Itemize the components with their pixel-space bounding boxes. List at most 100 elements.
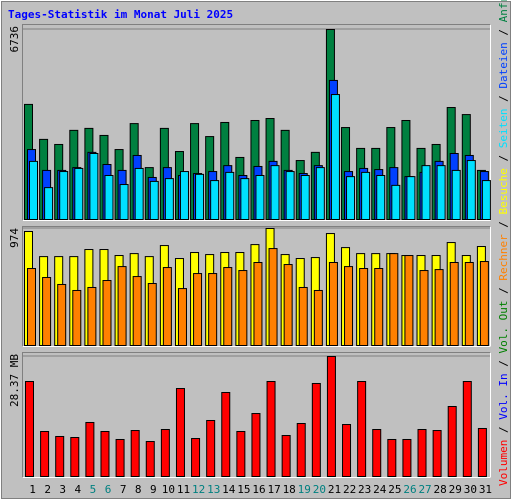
legend-separator: /: [497, 89, 510, 109]
bar: [361, 171, 371, 221]
bar: [117, 266, 127, 346]
bar: [29, 160, 38, 221]
bar: [74, 167, 84, 221]
y-tick-label: 28.37 MB: [8, 354, 21, 407]
bar: [25, 380, 34, 477]
chart-title: Tages-Statistik im Monat Juli 2025: [8, 8, 233, 21]
bar: [147, 283, 157, 346]
bar: [270, 165, 280, 220]
bar: [434, 269, 444, 346]
bar: [208, 273, 218, 346]
bar: [210, 180, 220, 221]
bar: [342, 424, 352, 477]
bar: [466, 160, 476, 220]
bar: [160, 429, 170, 477]
bar: [419, 270, 429, 346]
bar: [298, 286, 308, 347]
bar: [238, 270, 248, 346]
bar: [464, 261, 474, 347]
x-tick-label: 7: [120, 483, 127, 496]
bar: [346, 176, 356, 220]
x-tick-label: 27: [418, 483, 431, 496]
bar: [55, 435, 65, 477]
x-tick-label: 10: [162, 483, 175, 496]
bar: [376, 174, 386, 220]
bar: [315, 167, 325, 220]
x-tick-label: 29: [449, 483, 462, 496]
x-tick-label: 30: [464, 483, 477, 496]
bar: [44, 187, 54, 220]
x-tick-label: 22: [343, 483, 356, 496]
bar: [179, 171, 189, 220]
legend-separator: /: [497, 148, 510, 168]
bar: [87, 286, 97, 347]
bar: [149, 180, 159, 220]
x-tick-label: 21: [328, 483, 341, 496]
x-tick-label: 5: [90, 483, 97, 496]
bar: [70, 437, 80, 478]
y-tick-label: 974: [8, 228, 21, 248]
bar: [266, 380, 276, 477]
bar: [417, 429, 427, 477]
x-tick-label: 19: [298, 483, 311, 496]
x-tick-label: 2: [44, 483, 51, 496]
bar: [313, 289, 323, 347]
bar: [100, 430, 110, 478]
legend-separator: /: [497, 354, 510, 374]
x-tick-label: 23: [358, 483, 371, 496]
bar: [251, 413, 261, 477]
x-tick-label: 11: [177, 483, 190, 496]
bar: [221, 391, 231, 477]
bar: [89, 152, 99, 220]
bar: [115, 438, 125, 477]
bar: [119, 184, 129, 221]
bar: [285, 171, 295, 220]
bar: [357, 380, 367, 477]
x-tick-label: 17: [267, 483, 280, 496]
legend-entry: Besuche: [497, 168, 510, 214]
x-tick-label: 9: [150, 483, 157, 496]
legend-separator: /: [497, 214, 510, 234]
bar: [40, 430, 50, 478]
x-tick-label: 20: [313, 483, 326, 496]
x-tick-label: 13: [207, 483, 220, 496]
bar: [391, 184, 401, 220]
bar: [436, 165, 446, 220]
bar: [344, 266, 354, 346]
bar: [451, 169, 461, 220]
bar: [406, 176, 416, 220]
x-tick-label: 4: [75, 483, 82, 496]
bar: [283, 264, 293, 346]
x-tick-label: 12: [192, 483, 205, 496]
bar: [42, 277, 52, 346]
bar: [330, 94, 340, 220]
legend: Volumen / Vol. In / Vol. Out / Rechner /…: [497, 0, 510, 486]
x-tick-label: 15: [237, 483, 250, 496]
bar: [402, 438, 412, 477]
x-tick-label: 26: [403, 483, 416, 496]
bar: [57, 283, 67, 347]
bar: [164, 178, 174, 220]
bar: [311, 382, 321, 478]
bar: [240, 178, 250, 220]
bar: [253, 261, 263, 347]
bar: [59, 171, 69, 220]
x-tick-label: 24: [373, 483, 387, 496]
x-tick-label: 18: [283, 483, 296, 496]
x-tick-label: 14: [222, 483, 236, 496]
bar: [27, 268, 36, 347]
bar: [255, 174, 265, 220]
bar: [481, 180, 491, 221]
bar: [281, 435, 291, 477]
x-tick-label: 31: [479, 483, 492, 496]
x-tick-label: 8: [135, 483, 142, 496]
x-tick-label: 28: [434, 483, 447, 496]
bar: [195, 173, 205, 220]
legend-entry: Dateien: [497, 42, 510, 88]
bar: [387, 438, 397, 477]
legend-entry: Rechner: [497, 234, 510, 281]
legend-entry: Seiten: [497, 108, 510, 148]
bar: [177, 288, 187, 347]
bar: [236, 430, 246, 478]
